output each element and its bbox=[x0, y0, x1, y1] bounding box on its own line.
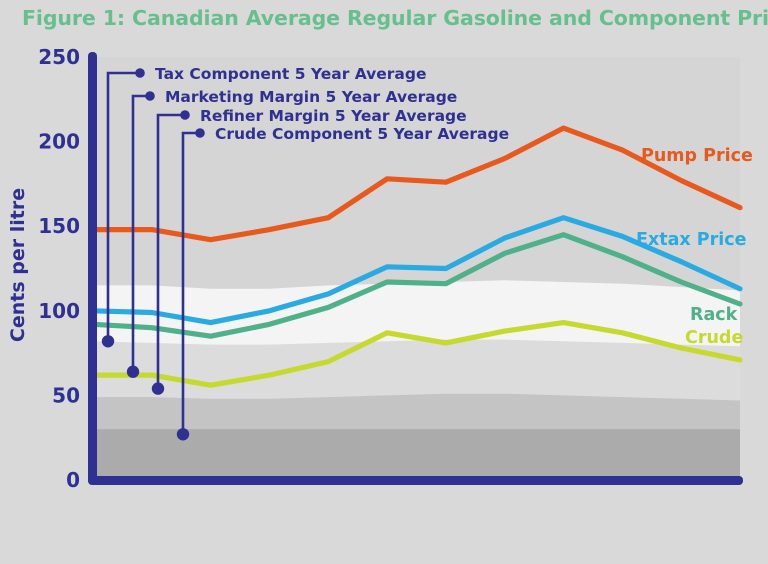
annotation-label-dot bbox=[135, 68, 145, 78]
annotation-refiner: Refiner Margin 5 Year Average bbox=[151, 107, 467, 395]
y-tick-label: 250 bbox=[38, 45, 80, 69]
x-axis-line bbox=[88, 476, 743, 485]
y-tick-label: 100 bbox=[38, 299, 80, 323]
annotation-label: Tax Component 5 Year Average bbox=[155, 65, 427, 83]
plot-area bbox=[90, 57, 743, 480]
annotation-crude: Crude Component 5 Year Average bbox=[176, 125, 509, 441]
annotation-value-dot bbox=[151, 382, 165, 395]
annotation-leader-line bbox=[131, 94, 150, 372]
annotation-callouts: Tax Component 5 Year Average Marketing Ma… bbox=[101, 65, 509, 441]
annotation-label: Marketing Margin 5 Year Average bbox=[165, 88, 457, 106]
annotation-label: Refiner Margin 5 Year Average bbox=[200, 107, 467, 125]
series-line-pump-price bbox=[90, 125, 743, 243]
annotation-label-dot bbox=[145, 91, 155, 101]
series-line-rack bbox=[90, 232, 743, 339]
band-crude-component bbox=[93, 429, 740, 480]
series-label-crude: Crude bbox=[685, 328, 743, 348]
series-label-extax: Extax Price bbox=[636, 230, 747, 250]
series-label-rack: Rack bbox=[690, 305, 738, 325]
annotation-value-dot bbox=[126, 365, 140, 378]
annotation-label-dot bbox=[180, 110, 190, 120]
series-line-extax-price bbox=[90, 215, 743, 326]
y-axis-label: Cents per litre bbox=[7, 188, 29, 342]
annotation-value-dot bbox=[101, 335, 115, 348]
y-tick-label: 200 bbox=[38, 130, 80, 154]
annotation-leader-line bbox=[181, 131, 200, 435]
series-labels: Pump Price Extax Price Rack Crude bbox=[636, 146, 753, 348]
page-title: Figure 1: Canadian Average Regular Gasol… bbox=[22, 6, 768, 30]
annotation-label: Crude Component 5 Year Average bbox=[215, 125, 509, 143]
annotation-leader-line bbox=[106, 71, 140, 342]
y-axis-line bbox=[88, 52, 97, 484]
annotation-leader-line bbox=[156, 113, 185, 389]
y-tick-label: 50 bbox=[52, 383, 80, 407]
annotation-value-dot bbox=[176, 428, 190, 441]
y-axis-ticks: 0 50 100 150 200 250 bbox=[38, 45, 80, 492]
y-tick-label: 150 bbox=[38, 214, 80, 238]
annotation-marketing: Marketing Margin 5 Year Average bbox=[126, 88, 457, 378]
annotation-tax: Tax Component 5 Year Average bbox=[101, 65, 427, 348]
series-line-crude bbox=[90, 320, 743, 388]
y-tick-label: 0 bbox=[66, 468, 80, 492]
annotation-label-dot bbox=[195, 128, 205, 138]
series-label-pump: Pump Price bbox=[641, 146, 753, 166]
